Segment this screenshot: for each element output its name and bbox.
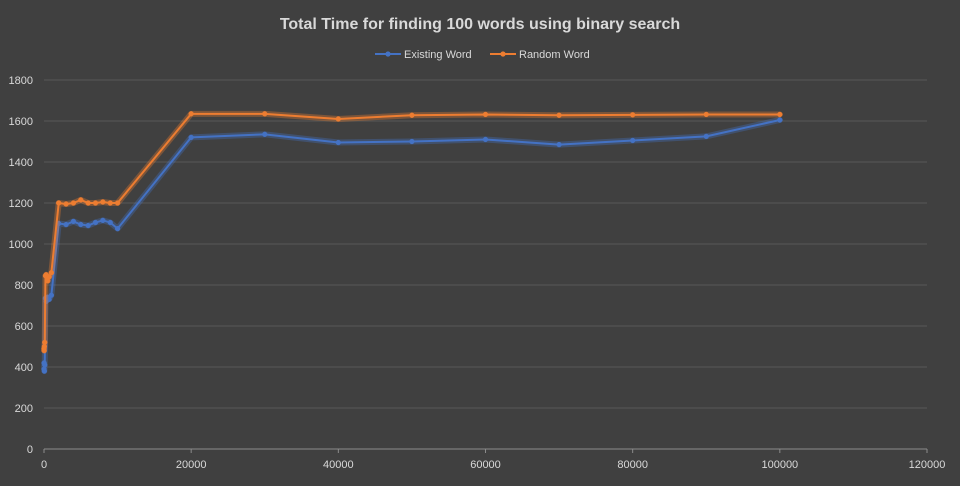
data-point — [409, 138, 415, 145]
x-tick-label: 60000 — [470, 459, 501, 471]
data-point — [107, 219, 113, 226]
data-point — [114, 225, 121, 232]
data-point — [48, 270, 55, 276]
legend-label: Existing Word — [404, 49, 472, 61]
legend-item-existing-word: Existing Word — [375, 49, 472, 61]
data-point — [482, 136, 489, 143]
data-point — [107, 200, 113, 206]
series-line — [43, 112, 781, 352]
y-tick-label: 800 — [15, 280, 33, 292]
data-point — [85, 222, 91, 229]
data-point — [48, 292, 55, 298]
x-tick-label: 80000 — [617, 459, 648, 471]
chart-title: Total Time for finding 100 words using b… — [280, 16, 680, 33]
data-point — [92, 200, 99, 206]
series-line-glow — [41, 110, 783, 354]
data-point — [70, 218, 77, 225]
data-point — [335, 116, 341, 122]
data-point — [41, 368, 48, 374]
data-point — [63, 201, 69, 207]
data-point — [777, 117, 783, 123]
legend-item-random-word: Random Word — [490, 49, 590, 61]
series-layer — [41, 110, 783, 375]
data-point — [777, 111, 783, 118]
data-point — [78, 197, 84, 203]
y-tick-label: 600 — [15, 321, 33, 333]
y-tick-label: 1400 — [9, 157, 33, 169]
data-point — [409, 112, 415, 118]
series-random-word — [41, 110, 783, 354]
data-point — [188, 111, 194, 117]
y-tick-label: 1800 — [9, 75, 33, 87]
x-tick-label: 120000 — [909, 459, 946, 471]
data-point — [100, 217, 106, 224]
data-point — [63, 221, 69, 228]
y-tick-label: 0 — [27, 444, 33, 456]
data-point — [262, 111, 268, 117]
data-point — [703, 133, 709, 140]
data-point — [556, 112, 562, 118]
data-point — [56, 200, 62, 206]
data-point — [630, 137, 636, 144]
data-point — [482, 111, 489, 118]
legend-swatch-marker — [500, 51, 506, 57]
data-point — [42, 339, 48, 346]
data-point — [630, 112, 636, 118]
data-point — [92, 219, 99, 226]
x-tick-label: 100000 — [761, 459, 798, 471]
data-point — [262, 131, 268, 137]
data-point — [42, 362, 48, 368]
data-point — [335, 139, 341, 146]
y-tick-label: 200 — [15, 403, 33, 415]
y-tick-label: 1600 — [9, 116, 33, 128]
y-tick-label: 1200 — [9, 198, 33, 210]
y-tick-label: 400 — [15, 362, 33, 374]
legend-swatch-marker — [385, 51, 391, 57]
data-point — [556, 141, 562, 148]
y-axis-ticks: 0 200 400 600 800 1000 1200 1400 1600 1800 — [9, 75, 33, 456]
data-point — [70, 200, 77, 206]
x-tick-label: 20000 — [176, 459, 207, 471]
y-tick-label: 1000 — [9, 239, 33, 251]
data-point — [46, 296, 52, 303]
legend-label: Random Word — [519, 49, 590, 61]
data-point — [703, 111, 709, 118]
legend: Existing Word Random Word — [375, 49, 590, 61]
x-axis-ticks: 0 20000 40000 60000 80000 100000 120000 — [41, 449, 945, 471]
data-point — [78, 221, 84, 228]
x-tick-label: 40000 — [323, 459, 354, 471]
data-point — [114, 200, 121, 206]
data-point — [85, 200, 91, 206]
data-point — [100, 199, 106, 205]
data-point — [188, 134, 194, 141]
data-point — [46, 274, 52, 280]
x-tick-label: 0 — [41, 459, 47, 471]
